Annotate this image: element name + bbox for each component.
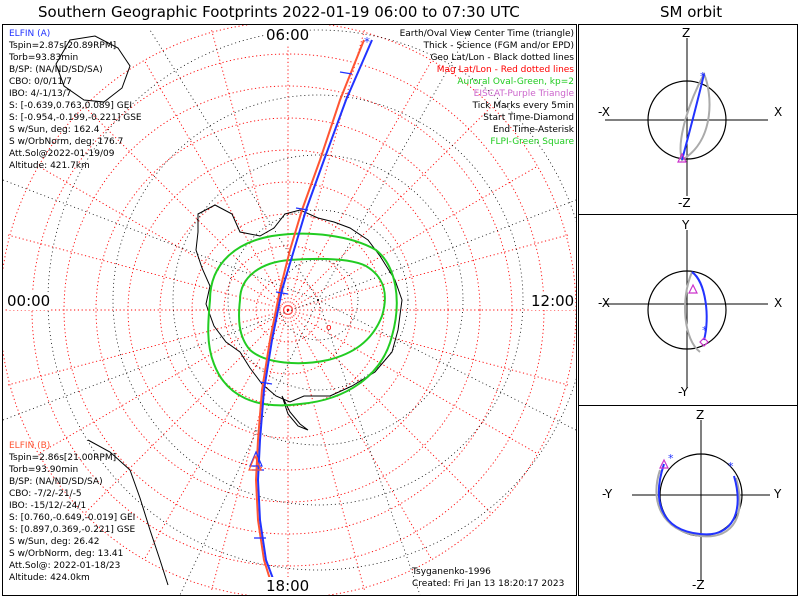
legend-item: FLPI-Green Square	[490, 137, 574, 147]
legend: Earth/Oval View Center Time (triangle) T…	[400, 28, 574, 148]
orbit-title: SM orbit	[660, 3, 723, 21]
elfin-b-line: Att.Sol@: 2022-01-18/23	[9, 561, 121, 571]
created-label: Created: Fri Jan 13 18:20:17 2023	[412, 579, 565, 589]
panel1-bottom-axis: -Z	[678, 196, 691, 210]
elfin-a-start-marker: *	[364, 35, 370, 49]
legend-item: Earth/Oval View Center Time (triangle)	[399, 29, 574, 39]
orbit-panel-3-frame	[578, 405, 798, 596]
track-ticks	[252, 71, 353, 539]
orbit-panel-xz: *	[605, 38, 768, 196]
elfin-b-line: S: [0.897,0.369,-0.221] GSE	[9, 525, 136, 535]
mlt-right-label: 12:00	[531, 292, 575, 310]
elfin-a-line: S w/Sun, deg: 162.4	[9, 125, 100, 135]
elfin-a-line: S: [-0.639,0.763,0.089] GEI	[9, 101, 133, 111]
elfin-a-line: Altitude: 421.7km	[9, 161, 90, 171]
legend-item: Start Time-Diamond	[483, 113, 574, 123]
legend-item: Auroral Oval-Green, kp=2	[457, 77, 574, 87]
orbit-panel-2-frame	[578, 214, 798, 406]
elfin-a-line: Att.Sol@2022-01-19/09	[9, 149, 115, 159]
elfin-a-line: CBO: 0/0/11/7	[9, 77, 72, 87]
mlt-bottom-label: 18:00	[266, 577, 310, 595]
panel2-bottom-axis: -Y	[678, 385, 689, 399]
legend-item: EISCAT-Purple Triangle	[473, 89, 574, 99]
panel2-right-axis: X	[774, 296, 783, 310]
mlt-left-label: 00:00	[7, 292, 51, 310]
mlt-top-label: 06:00	[266, 26, 310, 44]
elfin-a-view-center	[249, 450, 263, 467]
panel3-bottom-axis: -Z	[692, 578, 705, 592]
svg-text:*: *	[728, 460, 734, 473]
panel1-right-axis: X	[774, 105, 783, 119]
elfin-a-track	[256, 39, 373, 593]
orbit-panel-xy: *	[605, 230, 768, 388]
elfin-b-line: Altitude: 424.0km	[9, 573, 90, 583]
panel3-left-axis: -Y	[602, 487, 613, 501]
elfin-b-name: ELFIN (B)	[9, 441, 51, 451]
elfin-a-line: Tspin=2.87s[20.89RPM]	[9, 41, 117, 51]
panel2-top-axis: Y	[682, 218, 690, 232]
elfin-a-line: Torb=93.83min	[9, 53, 79, 63]
elfin-a-name: ELFIN (A)	[9, 29, 51, 39]
geo-grid	[3, 29, 576, 595]
panel3-top-axis: Z	[696, 408, 705, 422]
legend-item: End Time-Asterisk	[492, 125, 574, 135]
panel2-left-axis: -X	[598, 296, 610, 310]
elfin-a-line: S w/OrbNorm, deg: 176.7	[9, 137, 124, 147]
elfin-b-line: CBO: -7/2/-21/-5	[9, 489, 82, 499]
panel3-right-axis: Y	[774, 487, 782, 501]
legend-item: Mag Lat/Lon - Red dotted lines	[436, 65, 574, 75]
page-title: Southern Geographic Footprints 2022-01-1…	[38, 3, 520, 21]
svg-text:*: *	[700, 70, 706, 83]
legend-item: Thick - Science (FGM and/or EPD)	[423, 41, 574, 51]
legend-item: Geo Lat/Lon - Black dotted lines	[430, 53, 574, 63]
coastlines	[55, 35, 403, 586]
orbit-panel-1-frame	[578, 24, 798, 215]
footprint-map-frame	[2, 24, 577, 596]
elfin-b-track	[254, 39, 365, 593]
svg-text:*: *	[668, 452, 674, 465]
mag-grid	[3, 25, 576, 595]
elfin-b-line: Tspin=2.86s[21.00RPM]	[9, 453, 117, 463]
orbit-panel-yz: * *	[632, 420, 770, 580]
elfin-b-line: IBO: -15/12/-24/1	[9, 501, 87, 511]
legend-item: Tick Marks every 5min	[472, 101, 574, 111]
elfin-a-info: ELFIN (A) Tspin=2.87s[20.89RPM] Torb=93.…	[9, 28, 142, 172]
elfin-b-info: ELFIN (B) Tspin=2.86s[21.00RPM] Torb=93.…	[9, 440, 135, 584]
svg-text:*: *	[702, 324, 708, 337]
mag-pole-mark: o	[326, 323, 332, 333]
elfin-a-line: B/SP: (NA/ND/SD/SA)	[9, 65, 103, 75]
elfin-a-line: IBO: 4/-1/13/7	[9, 89, 72, 99]
elfin-a-line: S: [-0.954,-0.199,-0.221] GSE	[9, 113, 142, 123]
elfin-b-line: S: [0.760,-0.649,-0.019] GEI	[9, 513, 136, 523]
elfin-b-line: Torb=93.90min	[9, 465, 79, 475]
elfin-b-line: S w/OrbNorm, deg: 13.41	[9, 549, 124, 559]
auroral-oval	[207, 232, 398, 407]
model-label: Tsyganenko-1996	[412, 567, 491, 577]
elfin-b-line: S w/Sun, deg: 26.42	[9, 537, 100, 547]
panel1-top-axis: Z	[682, 26, 691, 40]
panel1-left-axis: -X	[598, 105, 610, 119]
elfin-b-line: B/SP: (NA/ND/SD/SA)	[9, 477, 103, 487]
elfin-b-view-center	[248, 454, 262, 471]
